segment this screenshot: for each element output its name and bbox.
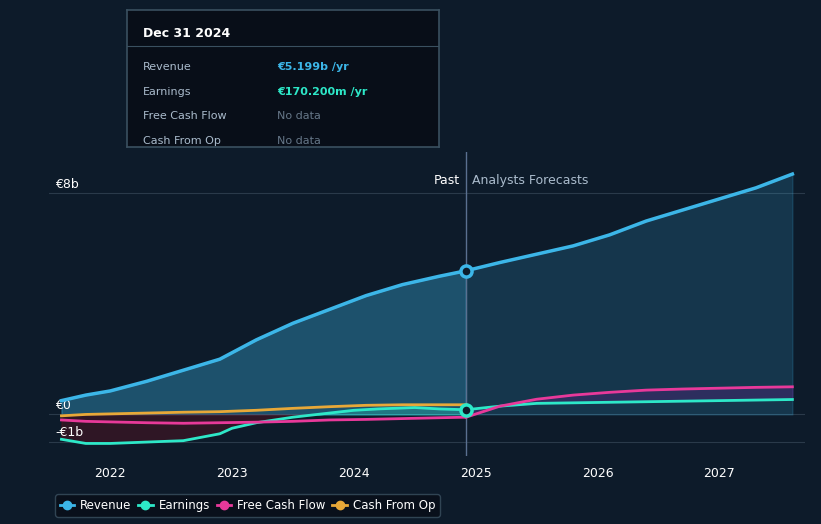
Text: Earnings: Earnings (143, 87, 191, 97)
Text: Analysts Forecasts: Analysts Forecasts (472, 174, 589, 187)
Text: No data: No data (277, 111, 321, 121)
Text: Revenue: Revenue (143, 62, 191, 72)
Text: €8b: €8b (55, 178, 79, 191)
Text: No data: No data (277, 136, 321, 146)
Text: Past: Past (433, 174, 460, 187)
Text: Cash From Op: Cash From Op (143, 136, 221, 146)
Text: €170.200m /yr: €170.200m /yr (277, 87, 367, 97)
Text: -€1b: -€1b (55, 427, 84, 439)
Text: Dec 31 2024: Dec 31 2024 (143, 27, 230, 40)
Text: Free Cash Flow: Free Cash Flow (143, 111, 227, 121)
Text: €5.199b /yr: €5.199b /yr (277, 62, 349, 72)
Legend: Revenue, Earnings, Free Cash Flow, Cash From Op: Revenue, Earnings, Free Cash Flow, Cash … (55, 495, 440, 517)
Text: €0: €0 (55, 399, 71, 412)
